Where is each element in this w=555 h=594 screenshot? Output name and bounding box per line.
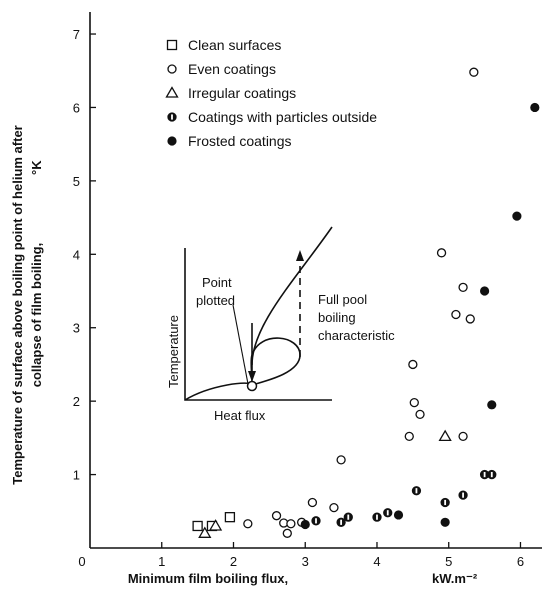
legend-label: Even coatings (188, 61, 276, 77)
y-axis-title-line1: Temperature of surface above boiling poi… (10, 125, 25, 484)
legend-marker (167, 112, 177, 122)
data-point (512, 211, 522, 221)
data-point (336, 455, 346, 465)
y-axis-title-line2: collapse of film boiling, (29, 243, 44, 387)
legend-marker (167, 136, 177, 146)
data-point (465, 314, 475, 324)
data-point (530, 102, 540, 113)
x-tick-label: 4 (373, 554, 380, 569)
inset-curve (184, 337, 301, 401)
data-point (300, 519, 310, 530)
y-tick-label: 6 (73, 100, 80, 115)
inset-x-label: Heat flux (214, 408, 266, 423)
inset-diagram: Temperature Heat flux Point plotted Full… (166, 226, 395, 423)
inset-annotation-point-2: plotted (196, 293, 235, 308)
legend-marker (166, 39, 178, 51)
data-point (409, 397, 419, 408)
x-axis-title: Minimum film boiling flux, (128, 571, 288, 586)
y-axis-title: Temperature of surface above boiling poi… (10, 125, 44, 484)
legend-label: Clean surfaces (188, 37, 281, 53)
data-point (436, 248, 447, 258)
x-tick-label: 2 (230, 554, 237, 569)
tick-labels: 0 1 2 3 4 5 6 1 2 3 4 5 6 7 (73, 27, 524, 569)
data-point (451, 309, 461, 320)
data-point (224, 512, 236, 523)
data-points (192, 67, 540, 538)
x-tick-label: 0 (78, 554, 85, 569)
data-point (383, 508, 393, 518)
inset-axes (184, 248, 332, 401)
data-point (415, 409, 425, 420)
y-tick-label: 4 (73, 247, 80, 262)
data-point (311, 516, 321, 526)
inset-leader-line (232, 304, 249, 385)
data-point (372, 512, 382, 522)
data-point (286, 519, 296, 529)
axes (89, 12, 542, 549)
data-point (208, 519, 223, 531)
data-point (404, 431, 414, 442)
data-point (243, 519, 253, 529)
y-tick-label: 1 (73, 468, 80, 483)
data-point (408, 359, 418, 370)
data-point (487, 469, 497, 480)
inset-annotation-curve-2: boiling (318, 310, 356, 325)
legend-label: Frosted coatings (188, 133, 292, 149)
data-point (282, 528, 292, 538)
y-tick-label: 5 (73, 174, 80, 189)
data-point (487, 400, 497, 410)
data-point (198, 526, 212, 538)
x-axis-unit: kW.m⁻² (432, 571, 478, 586)
data-point (192, 520, 203, 532)
inset-annotation-curve-3: characteristic (318, 328, 395, 343)
data-point (458, 431, 468, 442)
legend-marker (165, 86, 179, 98)
y-tick-label: 7 (73, 27, 80, 42)
data-point (469, 67, 479, 77)
inset-arrow-down (248, 371, 256, 382)
data-point (393, 510, 404, 520)
y-tick-label: 3 (73, 321, 80, 336)
legend-label: Irregular coatings (188, 85, 296, 101)
data-point (411, 486, 422, 496)
inset-plotted-point (246, 380, 258, 392)
x-tick-label: 3 (302, 554, 309, 569)
data-point (438, 429, 452, 442)
data-point (479, 469, 490, 480)
x-tick-label: 1 (158, 554, 165, 569)
data-point (307, 497, 318, 508)
y-axis-unit: °K (29, 160, 44, 175)
data-point (440, 517, 450, 527)
data-point (480, 286, 490, 296)
inset-annotation-point-1: Point (202, 275, 232, 290)
legend: Clean surfaces Even coatings Irregular coa… (165, 37, 377, 149)
data-point (458, 282, 468, 292)
inset-curve-upper (251, 226, 333, 366)
data-point (329, 502, 339, 513)
data-point (343, 512, 353, 522)
y-tick-label: 2 (73, 394, 80, 409)
data-point (440, 497, 450, 508)
legend-label: Coatings with particles outside (188, 109, 377, 125)
legend-marker (167, 64, 177, 74)
inset-annotation-curve-1: Full pool (318, 292, 367, 307)
inset-y-label: Temperature (166, 315, 181, 388)
data-point (336, 517, 346, 527)
inset-arrow-up (296, 250, 304, 261)
data-point (458, 490, 468, 500)
data-point (271, 511, 282, 521)
x-tick-label: 5 (445, 554, 452, 569)
x-tick-label: 6 (517, 554, 524, 569)
